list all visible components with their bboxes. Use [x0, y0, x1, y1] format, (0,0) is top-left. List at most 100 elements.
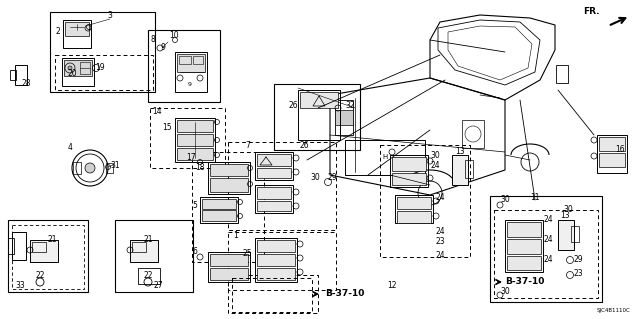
Text: 17: 17 [186, 153, 196, 162]
Bar [300, 92, 338, 108]
Text: 9: 9 [188, 81, 192, 86]
Text: B-37-10: B-37-10 [325, 290, 365, 299]
Bar [50, 12, 155, 92]
Text: 22: 22 [35, 271, 45, 280]
Text: 3: 3 [108, 11, 113, 20]
Text: 29: 29 [573, 255, 583, 263]
Text: 8: 8 [150, 35, 155, 44]
Bar [452, 155, 468, 185]
Bar [494, 210, 598, 298]
Text: 1: 1 [233, 232, 238, 241]
Text: 11: 11 [531, 194, 540, 203]
Bar [507, 222, 541, 237]
Bar [210, 178, 248, 192]
Bar [571, 226, 579, 242]
Bar [228, 232, 336, 290]
Bar [148, 30, 220, 102]
Text: 16: 16 [615, 145, 625, 154]
Bar [255, 185, 293, 213]
Text: 23: 23 [573, 270, 583, 278]
Bar [208, 162, 250, 194]
Bar [80, 62, 90, 74]
Text: 10: 10 [169, 32, 179, 41]
Bar [257, 268, 295, 280]
Bar [392, 173, 426, 185]
Bar [257, 254, 295, 266]
Text: 30: 30 [500, 286, 510, 295]
Bar [228, 142, 336, 230]
Text: 13: 13 [560, 211, 570, 220]
Text: 15: 15 [163, 123, 172, 132]
Bar [392, 157, 426, 171]
Text: 20: 20 [67, 70, 77, 78]
Text: H: H [382, 154, 388, 160]
Bar [202, 199, 236, 209]
Text: 30: 30 [563, 205, 573, 214]
Text: 24: 24 [430, 160, 440, 169]
Bar [63, 20, 91, 48]
Text: 2: 2 [55, 27, 60, 36]
Bar [175, 118, 215, 162]
Text: FR.: FR. [584, 8, 600, 17]
Text: 27: 27 [153, 280, 163, 290]
Text: 28: 28 [22, 78, 31, 87]
Bar [210, 268, 248, 280]
Bar [175, 52, 207, 92]
Bar [55, 55, 153, 90]
Bar [177, 134, 213, 146]
Text: 14: 14 [152, 108, 162, 116]
Bar [490, 196, 602, 302]
Text: 25: 25 [243, 249, 252, 257]
Text: 7: 7 [245, 140, 250, 150]
Bar [597, 135, 627, 173]
Text: 26: 26 [299, 140, 309, 150]
Bar [465, 160, 473, 178]
Bar [177, 120, 213, 132]
Text: 4: 4 [67, 144, 72, 152]
Bar [395, 195, 433, 223]
Bar [202, 210, 236, 221]
Bar [30, 240, 58, 262]
Bar [335, 100, 353, 135]
Bar [130, 240, 158, 262]
Text: 26: 26 [289, 100, 298, 109]
Text: 22: 22 [143, 271, 153, 280]
Bar [179, 56, 191, 64]
Text: 19: 19 [95, 63, 105, 71]
Text: 24: 24 [435, 227, 445, 236]
Bar [507, 256, 541, 270]
Text: 23: 23 [435, 238, 445, 247]
Bar [228, 275, 318, 313]
Text: 24: 24 [435, 250, 445, 259]
Bar [274, 84, 360, 150]
Bar [255, 238, 297, 282]
Bar [210, 254, 248, 266]
Bar [257, 187, 291, 199]
Text: 32: 32 [345, 100, 355, 109]
Bar [390, 155, 428, 187]
Text: 31: 31 [110, 160, 120, 169]
Bar [32, 242, 46, 252]
Bar [599, 137, 625, 151]
Text: 30: 30 [310, 174, 320, 182]
Bar [132, 242, 146, 252]
Bar [138, 268, 160, 284]
Bar [15, 65, 27, 85]
Bar [556, 65, 568, 83]
Bar [257, 168, 291, 178]
Bar [177, 54, 205, 72]
Bar [505, 220, 543, 272]
Bar [10, 70, 16, 80]
Bar [12, 232, 26, 260]
Bar [208, 252, 250, 282]
Bar [298, 90, 340, 140]
Text: 24: 24 [543, 256, 553, 264]
Bar [73, 162, 81, 174]
Text: 13: 13 [455, 147, 465, 157]
Bar [150, 108, 225, 168]
Text: 6: 6 [192, 248, 197, 256]
Circle shape [68, 66, 72, 70]
Bar [65, 22, 89, 36]
Bar [380, 145, 470, 257]
Text: 21: 21 [143, 235, 153, 244]
